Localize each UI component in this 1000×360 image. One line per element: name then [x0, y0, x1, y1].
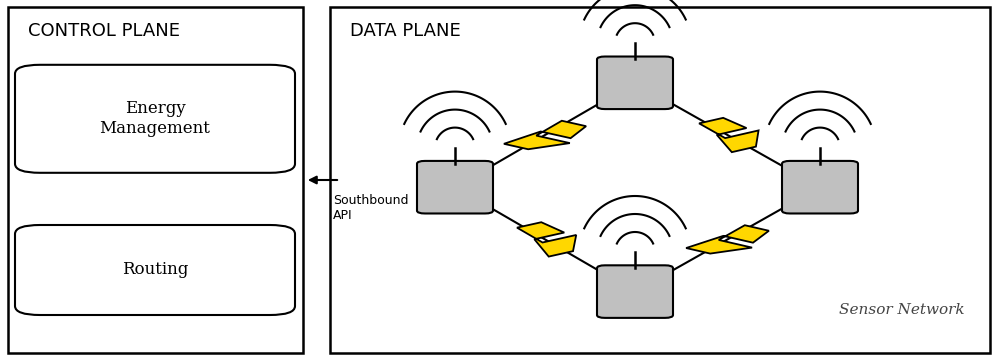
FancyBboxPatch shape [597, 265, 673, 318]
Text: Sensor Network: Sensor Network [839, 303, 965, 317]
Polygon shape [504, 121, 586, 149]
Text: Energy
Management: Energy Management [100, 100, 210, 137]
Polygon shape [686, 225, 769, 253]
FancyBboxPatch shape [15, 65, 295, 173]
FancyBboxPatch shape [330, 7, 990, 353]
Text: Southbound
API: Southbound API [333, 194, 409, 222]
FancyBboxPatch shape [15, 225, 295, 315]
Polygon shape [517, 222, 576, 257]
Text: DATA PLANE: DATA PLANE [350, 22, 461, 40]
Text: Routing: Routing [122, 261, 188, 279]
Text: CONTROL PLANE: CONTROL PLANE [28, 22, 180, 40]
FancyBboxPatch shape [8, 7, 303, 353]
FancyBboxPatch shape [597, 57, 673, 109]
FancyBboxPatch shape [782, 161, 858, 213]
FancyBboxPatch shape [417, 161, 493, 213]
Polygon shape [699, 118, 759, 152]
